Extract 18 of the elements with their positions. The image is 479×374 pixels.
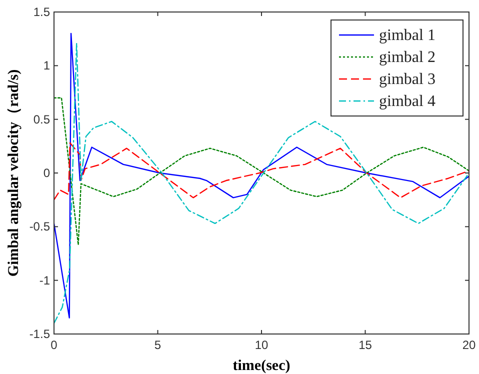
x-axis-title: time(sec)	[232, 358, 290, 374]
x-tick-label: 10	[254, 338, 268, 352]
y-axis-title: Gimbal angular velocity（rad/s)	[6, 69, 22, 277]
legend-label: gimbal 1	[379, 27, 436, 44]
y-tick-label: -0.5	[29, 220, 50, 234]
x-tick-label: 20	[462, 338, 476, 352]
legend-label: gimbal 4	[379, 93, 436, 110]
x-tick-label: 15	[358, 338, 372, 352]
y-tick-label: -1.5	[29, 327, 50, 341]
line-series	[54, 142, 469, 200]
y-tick-label: 0.5	[33, 112, 50, 126]
y-tick-label: 1	[43, 58, 50, 73]
y-tick-label: 0	[43, 166, 50, 180]
legend-label: gimbal 2	[379, 49, 436, 66]
legend-label: gimbal 3	[379, 71, 436, 88]
x-tick-label: 5	[154, 338, 162, 352]
y-tick-label: -1	[39, 273, 50, 288]
y-tick-label: 1.5	[33, 5, 50, 19]
